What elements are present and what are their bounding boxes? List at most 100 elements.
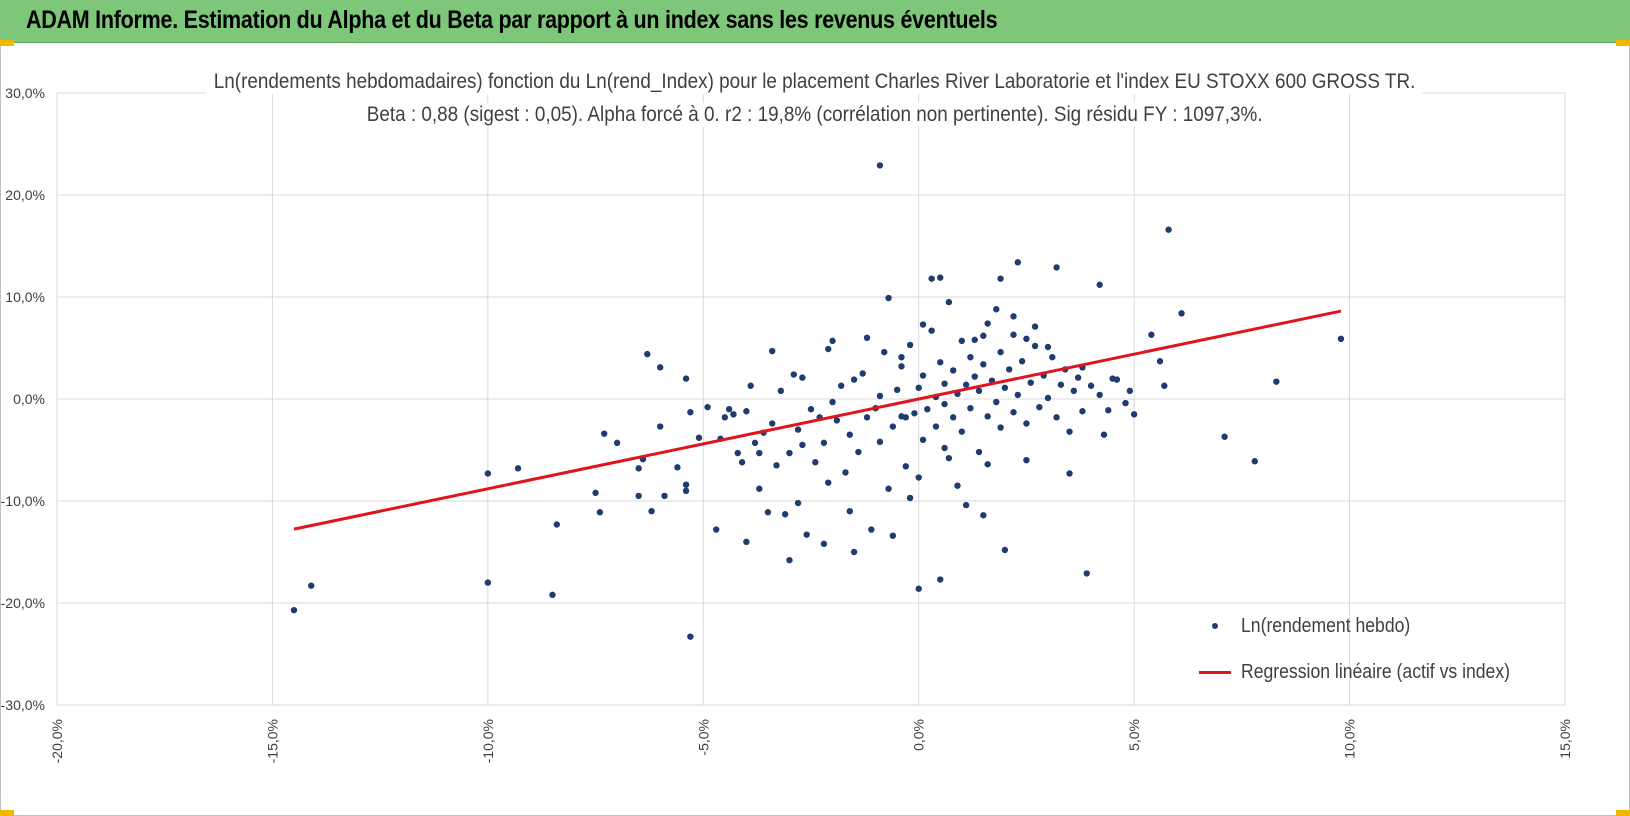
scatter-point	[1122, 399, 1129, 407]
x-tick-label: 10,0%	[1342, 719, 1358, 759]
scatter-point	[596, 509, 604, 516]
scatter-point	[846, 431, 853, 438]
y-tick-label: -10,0%	[1, 493, 45, 509]
legend-line-icon	[1195, 658, 1235, 686]
scatter-point	[980, 512, 987, 519]
y-tick-label: 0,0%	[13, 391, 45, 407]
scatter-point	[1049, 353, 1056, 361]
scatter-point	[962, 381, 970, 388]
x-tick-label: 0,0%	[911, 719, 927, 751]
scatter-point	[937, 576, 944, 583]
scatter-point	[290, 606, 298, 614]
scatter-point	[1031, 342, 1039, 350]
scatter-point	[906, 341, 914, 349]
scatter-point	[941, 400, 948, 408]
scatter-point	[682, 481, 690, 488]
scatter-point	[993, 306, 1000, 313]
scatter-point	[1105, 407, 1112, 414]
scatter-point	[1044, 394, 1052, 402]
scatter-point	[657, 364, 664, 371]
scatter-point	[949, 367, 957, 374]
scatter-point	[514, 465, 522, 472]
scatter-point	[756, 449, 763, 457]
scatter-point	[661, 492, 668, 500]
corner-marker	[1616, 810, 1630, 816]
scatter-point	[747, 382, 754, 389]
scatter-point	[807, 406, 815, 413]
regression-line	[293, 309, 1342, 531]
scatter-point	[743, 408, 750, 415]
x-tick-label: 5,0%	[1126, 719, 1142, 751]
legend-label-scatter: Ln(rendement hebdo)	[1241, 615, 1411, 637]
x-tick-label: -5,0%	[695, 719, 711, 756]
scatter-point	[799, 441, 806, 449]
scatter-point	[553, 521, 560, 528]
scatter-point	[786, 556, 793, 564]
scatter-point	[600, 430, 608, 437]
x-tick-label: -10,0%	[480, 719, 496, 763]
chart-title-line2: Beta : 0,88 (sigest : 0,05). Alpha forcé…	[0, 103, 1630, 127]
scatter-point	[803, 531, 810, 538]
y-axis-ticks: 30,0% 20,0% 10,0% 0,0% -10,0% -20,0% -30,0%	[1, 85, 45, 713]
scatter-point	[1057, 381, 1065, 388]
scatter-point	[738, 459, 746, 466]
scatter-point	[971, 373, 978, 380]
scatter-point	[773, 462, 780, 469]
scatter-point	[993, 398, 1000, 406]
scatter-point	[1023, 420, 1030, 427]
scatter-point	[984, 413, 991, 420]
scatter-point	[1096, 391, 1103, 399]
scatter-point	[1156, 358, 1164, 365]
scatter-point	[829, 337, 836, 345]
scatter-point	[941, 444, 948, 452]
scatter-point	[1010, 409, 1017, 416]
scatter-point	[786, 449, 793, 457]
scatter-point	[962, 501, 970, 509]
scatter-point	[794, 426, 802, 433]
scatter-point	[945, 298, 953, 306]
scatter-point	[833, 417, 841, 424]
scatter-point	[958, 428, 965, 435]
scatter-point	[863, 414, 871, 421]
scatter-point	[958, 337, 965, 345]
scatter-point	[980, 361, 987, 368]
scatter-point	[695, 434, 703, 441]
scatter-point	[777, 387, 785, 395]
scatter-point	[924, 406, 931, 413]
scatter-point	[975, 448, 983, 456]
scatter-point	[704, 403, 711, 411]
scatter-point	[842, 469, 849, 476]
y-tick-label: -30,0%	[1, 697, 45, 713]
x-tick-label: -15,0%	[264, 719, 280, 763]
scatter-point	[687, 633, 694, 640]
scatter-point	[682, 375, 690, 382]
scatter-point	[997, 275, 1004, 282]
scatter-point	[1023, 335, 1030, 343]
scatter-point	[1109, 375, 1116, 382]
scatter-point	[682, 487, 690, 494]
scatter-point	[846, 508, 853, 515]
scatter-point	[945, 454, 953, 462]
scatter-point	[1251, 458, 1258, 465]
scatter-point	[790, 371, 797, 378]
legend-label-regression: Regression linéaire (actif vs index)	[1241, 661, 1511, 683]
scatter-point	[893, 386, 901, 394]
scatter-point	[932, 423, 940, 430]
scatter-point	[876, 392, 884, 400]
scatter-point	[898, 363, 905, 370]
corner-marker	[1616, 40, 1630, 46]
scatter-point	[928, 275, 935, 282]
scatter-point	[635, 465, 642, 472]
scatter-point	[820, 540, 828, 548]
header-banner: ADAM Informe. Estimation du Alpha et du …	[0, 0, 1630, 43]
scatter-point	[549, 591, 556, 599]
scatter-point	[984, 461, 991, 468]
scatter-point	[915, 384, 922, 391]
scatter-point	[829, 398, 836, 406]
scatter-point	[1010, 331, 1017, 338]
scatter-point	[781, 511, 789, 518]
scatter-point	[657, 423, 664, 430]
scatter-point	[308, 582, 315, 589]
scatter-point	[592, 489, 599, 497]
